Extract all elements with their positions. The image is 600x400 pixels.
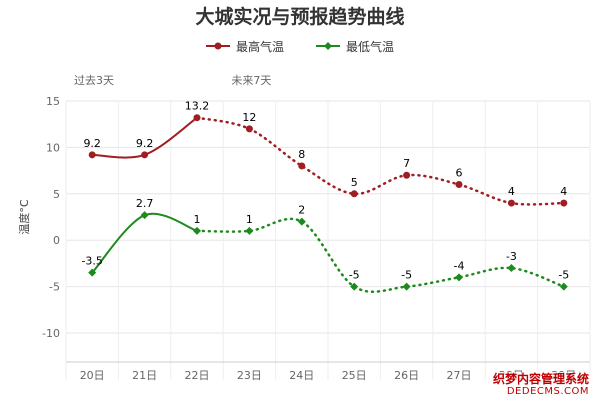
y-tick-label: 15 — [46, 95, 60, 108]
segment-label: 过去3天 — [74, 74, 114, 87]
data-point-low — [559, 282, 568, 291]
data-point-high — [507, 199, 515, 207]
watermark: 织梦内容管理系统 DEDECMS.COM — [489, 372, 592, 398]
data-label: 4 — [560, 185, 567, 198]
data-point-high — [245, 125, 253, 133]
data-point-high — [403, 171, 411, 179]
legend: 最高气温 最低气温 — [0, 36, 600, 56]
data-label: -3 — [506, 250, 517, 263]
data-point-low — [297, 217, 306, 226]
data-point-low — [507, 264, 516, 273]
x-tick-label: 20日 — [80, 369, 105, 382]
data-point-high — [298, 162, 306, 170]
x-tick-label: 27日 — [447, 369, 472, 382]
data-label: -3.5 — [81, 255, 102, 268]
legend-item-high[interactable]: 最高气温 — [205, 38, 284, 55]
data-point-low — [455, 273, 463, 282]
data-label: 4 — [508, 185, 515, 198]
y-axis-title: 温度°C — [17, 199, 31, 234]
y-tick-label: -5 — [49, 281, 60, 294]
watermark-url: DEDECMS.COM — [506, 386, 589, 397]
data-point-high — [560, 199, 568, 207]
series-line-observed — [91, 212, 198, 274]
data-label: -5 — [558, 269, 569, 282]
legend-high-marker — [205, 42, 230, 50]
axes: 151050-5-1020日21日22日23日24日25日26日27日28日29… — [17, 74, 590, 382]
legend-item-low[interactable]: 最低气温 — [316, 38, 394, 55]
watermark-text: 织梦内容管理系统 — [492, 372, 589, 386]
data-point-high — [455, 181, 463, 189]
x-tick-label: 23日 — [237, 369, 262, 382]
data-point-high — [193, 114, 201, 122]
data-point-high — [350, 190, 358, 198]
data-label: 9.2 — [83, 137, 101, 150]
data-point-low — [402, 282, 411, 291]
x-tick-label: 21日 — [132, 369, 157, 382]
data-point-low — [193, 226, 201, 235]
data-label: 7 — [403, 157, 410, 170]
series-line-forecast — [195, 116, 566, 206]
x-tick-label: 22日 — [185, 369, 210, 382]
series — [88, 114, 568, 294]
data-label: -5 — [349, 269, 360, 282]
x-tick-label: 26日 — [394, 369, 419, 382]
chart-title: 大城实况与预报趋势曲线 — [195, 6, 405, 28]
data-point-low — [88, 268, 97, 277]
legend-low-marker — [316, 42, 340, 50]
grid — [65, 100, 591, 380]
data-label: 12 — [242, 111, 256, 124]
y-tick-label: 10 — [46, 141, 60, 154]
data-label: 2.7 — [136, 197, 154, 210]
legend-high-label: 最高气温 — [235, 39, 284, 54]
legend-low-label: 最低气温 — [346, 39, 395, 54]
data-point-low — [350, 282, 359, 291]
data-label: 1 — [246, 213, 253, 226]
data-label: 1 — [194, 213, 201, 226]
data-label: 9.2 — [136, 137, 154, 150]
x-tick-label: 25日 — [342, 369, 367, 382]
series-line-forecast — [195, 217, 566, 294]
data-label: 5 — [351, 176, 358, 189]
y-tick-label: -10 — [42, 327, 60, 340]
y-tick-label: 0 — [53, 234, 60, 247]
data-point-low — [140, 211, 149, 220]
data-point-high — [141, 151, 149, 159]
data-label: -4 — [454, 259, 465, 272]
data-point-high — [88, 151, 96, 159]
data-label: 13.2 — [185, 100, 210, 113]
segment-label: 未来7天 — [231, 74, 271, 87]
x-tick-label: 24日 — [289, 369, 314, 382]
data-label: 2 — [298, 204, 305, 217]
y-tick-label: 5 — [53, 188, 60, 201]
data-label: 6 — [456, 167, 463, 180]
data-label: -5 — [401, 269, 412, 282]
data-point-low — [245, 226, 254, 235]
data-label: 8 — [298, 148, 305, 161]
